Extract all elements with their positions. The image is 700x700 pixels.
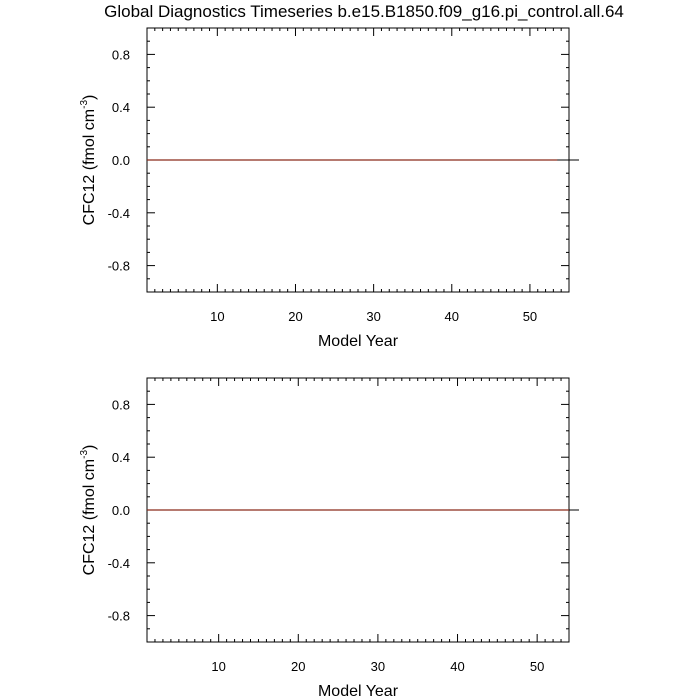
top-y-tick-label: 0.0 [112, 153, 130, 168]
bottom-y-tick-label: 0.0 [112, 503, 130, 518]
top-panel: 10 20 30 40 50 -0.8-0.40.00.40.8 Model Year … [79, 27, 579, 350]
bottom-x-tick-label: 10 [211, 659, 225, 674]
top-y-axis-label-exp: -3 [79, 100, 90, 109]
bottom-y-tick-label: 0.8 [112, 397, 130, 412]
bottom-x-ticks: 10 20 30 40 50 [146, 378, 570, 674]
top-x-ticks: 10 20 30 40 50 [146, 28, 570, 324]
bottom-x-axis-label: Model Year [318, 683, 399, 700]
bottom-x-tick-label: 50 [530, 659, 544, 674]
top-y-tick-label: 0.4 [112, 100, 130, 115]
top-x-tick-label: 50 [523, 309, 537, 324]
bottom-x-tick-label: 20 [291, 659, 305, 674]
bottom-y-axis-label: CFC12 (fmol cm-3) [79, 445, 98, 576]
top-y-axis-label-main: CFC12 (fmol cm [81, 109, 98, 225]
bottom-panel: 10 20 30 40 50 -0.8-0.40.00.40.8 Model Year … [79, 377, 579, 700]
top-y-ticks: -0.8 -0.4 0.0 0.4 0.8 [108, 27, 569, 293]
top-y-axis-label: CFC12 (fmol cm-3) [79, 95, 98, 226]
top-x-tick-label: 30 [366, 309, 380, 324]
figure-title: Global Diagnostics Timeseries b.e15.B185… [104, 2, 624, 21]
top-y-tick-label: -0.4 [108, 206, 130, 221]
top-y-tick-label: -0.8 [108, 259, 130, 274]
top-x-tick-label: 10 [210, 309, 224, 324]
bottom-y-axis-label-close: ) [81, 445, 98, 450]
bottom-y-tick-label: 0.4 [112, 450, 130, 465]
bottom-y-axis-label-exp: -3 [79, 450, 90, 459]
top-y-axis-label-close: ) [81, 95, 98, 100]
bottom-x-tick-label: 40 [450, 659, 464, 674]
bottom-y-tick-label: -0.4 [108, 556, 130, 571]
bottom-y-tick-label: -0.8 [108, 609, 130, 624]
top-y-tick-label: 0.8 [112, 47, 130, 62]
bottom-x-tick-label: 30 [371, 659, 385, 674]
top-x-tick-label: 40 [445, 309, 459, 324]
bottom-y-axis-label-main: CFC12 (fmol cm [81, 459, 98, 575]
bottom-y-ticks: -0.8 -0.4 0.0 0.4 0.8 [108, 377, 569, 643]
top-x-tick-label: 20 [288, 309, 302, 324]
top-x-axis-label: Model Year [318, 333, 399, 350]
